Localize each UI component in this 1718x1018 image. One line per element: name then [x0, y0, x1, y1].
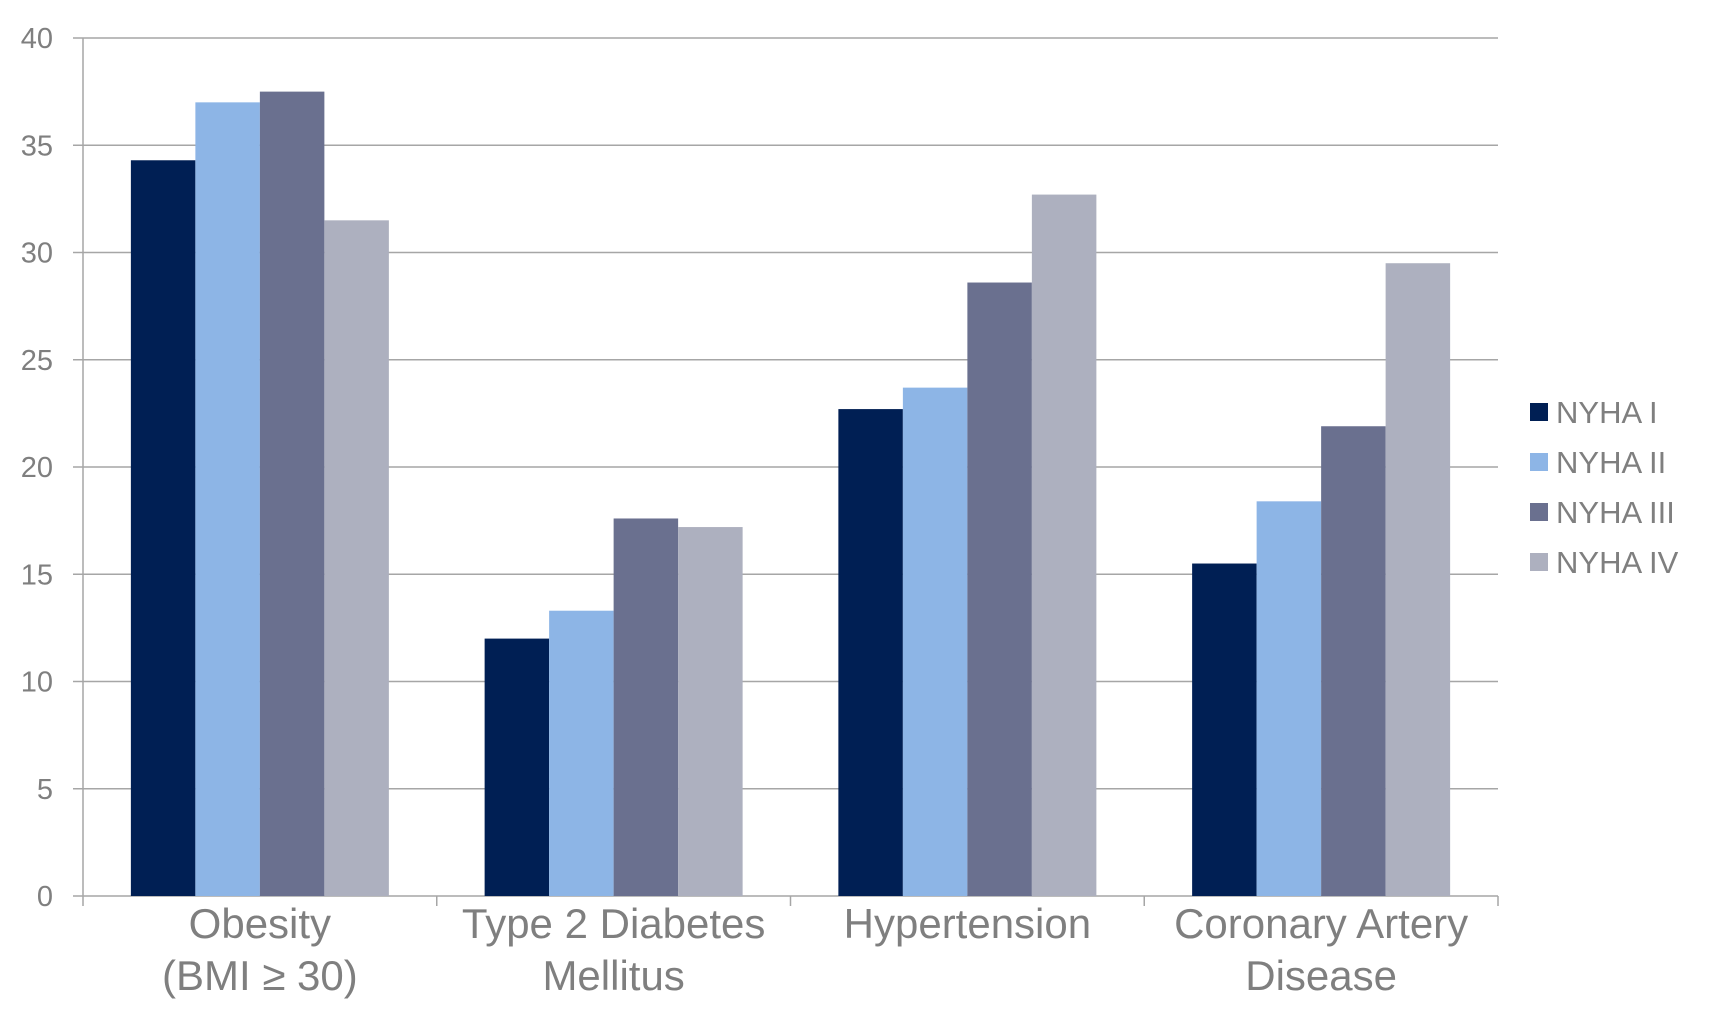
bar-nyha-iv [1385, 263, 1451, 897]
x-category-label-line: (BMI ≥ 30) [162, 952, 358, 999]
bar-nyha-i [1192, 563, 1257, 896]
y-tick-labels: 0 5 10 15 20 25 30 35 40 [21, 23, 53, 913]
bar-nyha-iv [678, 527, 743, 896]
x-category-label-line: Hypertension [844, 900, 1091, 947]
legend-swatch [1530, 403, 1548, 421]
bar-nyha-iv [1031, 194, 1097, 896]
y-tick-label: 25 [21, 345, 53, 377]
bar-nyha-i [484, 638, 550, 896]
y-tick-label: 40 [21, 23, 53, 55]
y-tick-label: 10 [21, 667, 53, 699]
y-tick-label: 30 [21, 238, 53, 270]
y-tick-label: 15 [21, 559, 53, 591]
y-tick-label: 5 [37, 774, 53, 806]
legend-swatch [1530, 453, 1548, 471]
bar-nyha-iii [1321, 426, 1386, 896]
legend-label: NYHA IV [1556, 545, 1679, 580]
y-tick-label: 20 [21, 452, 53, 484]
bar-nyha-i [130, 160, 196, 896]
x-category-labels: Obesity (BMI ≥ 30) Type 2 Diabetes Mellitus… [162, 900, 1468, 999]
x-category-label: Coronary Artery Disease [1174, 900, 1468, 999]
x-category-label-line: Mellitus [542, 952, 684, 999]
legend-swatch [1530, 553, 1548, 571]
bars [130, 91, 1451, 897]
legend-swatch [1530, 503, 1548, 521]
legend: NYHA I NYHA II NYHA III NYHA IV [1530, 395, 1679, 580]
x-category-label-line: Obesity [189, 900, 331, 947]
bar-nyha-iii [967, 282, 1032, 896]
bar-nyha-iii [259, 91, 325, 896]
legend-label: NYHA III [1556, 495, 1675, 530]
bar-nyha-ii [195, 102, 260, 897]
x-category-label-line: Disease [1245, 952, 1397, 999]
x-category-label: Obesity (BMI ≥ 30) [162, 900, 358, 999]
x-category-label: Hypertension [844, 900, 1091, 947]
y-tick-label: 35 [21, 130, 53, 162]
bar-nyha-ii [902, 387, 968, 896]
x-category-label: Type 2 Diabetes Mellitus [462, 900, 766, 999]
bar-nyha-iv [324, 220, 389, 896]
bar-nyha-ii [549, 610, 614, 896]
bar-nyha-ii [1256, 501, 1322, 896]
x-category-label-line: Type 2 Diabetes [462, 900, 766, 947]
y-tick-label: 0 [37, 881, 53, 913]
bar-nyha-i [838, 409, 903, 896]
x-category-label-line: Coronary Artery [1174, 900, 1468, 947]
legend-label: NYHA II [1556, 445, 1666, 480]
bar-nyha-iii [613, 518, 679, 896]
legend-label: NYHA I [1556, 395, 1658, 430]
